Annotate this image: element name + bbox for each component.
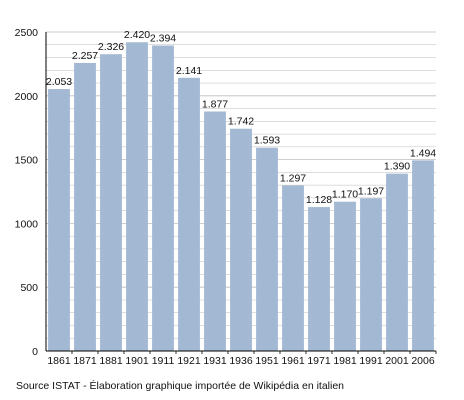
y-axis: 0 500 1000 1500 2000 2500 (15, 27, 47, 358)
bar (74, 63, 96, 351)
bar-value-label: 2.420 (124, 29, 150, 41)
bar-value-label: 2.053 (46, 76, 72, 88)
x-axis: 1861 1871 1881 1901 1911 1921 1931 1936 1951 1961… (46, 350, 437, 367)
x-tick-label: 1871 (73, 355, 97, 367)
x-tick-label: 1881 (99, 355, 123, 367)
y-tick-label: 0 (32, 346, 38, 358)
x-tick-label: 1936 (229, 355, 253, 367)
bar (412, 160, 434, 351)
bar-value-label: 1.170 (332, 189, 358, 201)
x-tick-label: 2006 (411, 355, 435, 367)
bar-value-label: 1.494 (410, 147, 436, 159)
bar (360, 198, 382, 351)
bar (100, 54, 122, 352)
bar-value-label: 1.390 (384, 161, 410, 173)
y-tick-label: 2500 (15, 27, 39, 39)
bar (282, 185, 304, 351)
bar (308, 207, 330, 351)
bar-value-label: 1.197 (358, 185, 384, 197)
x-tick-label: 1961 (281, 355, 305, 367)
bar-value-label: 2.141 (176, 65, 202, 77)
bar (256, 147, 278, 351)
y-tick-label: 1000 (15, 218, 39, 230)
x-tick-label: 1921 (177, 355, 201, 367)
source-note: Source ISTAT - Élaboration graphique imp… (16, 380, 345, 392)
x-tick-label: 1971 (307, 355, 331, 367)
y-tick-label: 1500 (15, 155, 39, 167)
y-tick-label: 500 (20, 282, 38, 294)
y-tick-label: 2000 (15, 91, 39, 103)
bar-value-label: 2.394 (150, 33, 176, 45)
x-tick-label: 1981 (333, 355, 357, 367)
x-tick-label: 1951 (255, 355, 279, 367)
bar-value-label: 1.877 (202, 98, 228, 110)
bar-value-label: 2.257 (72, 50, 98, 62)
x-tick-label: 1901 (125, 355, 149, 367)
bar-value-label: 1.593 (254, 135, 280, 147)
bar (126, 42, 148, 351)
bars (48, 42, 434, 352)
x-tick-label: 1861 (47, 355, 71, 367)
bar (334, 201, 356, 351)
bar (48, 89, 70, 351)
x-tick-label: 1911 (152, 355, 175, 367)
bar (152, 45, 174, 351)
x-tick-label: 1931 (203, 355, 227, 367)
bar (204, 111, 226, 351)
bar (178, 77, 200, 351)
bar (386, 173, 408, 351)
bar-value-label: 1.742 (228, 116, 254, 128)
x-tick-label: 2001 (385, 355, 409, 367)
bar-value-label: 2.326 (98, 41, 124, 53)
bar-value-label: 1.128 (306, 194, 332, 206)
bar (230, 128, 252, 351)
x-tick-label: 1991 (359, 355, 383, 367)
bar-value-label: 1.297 (280, 173, 306, 185)
